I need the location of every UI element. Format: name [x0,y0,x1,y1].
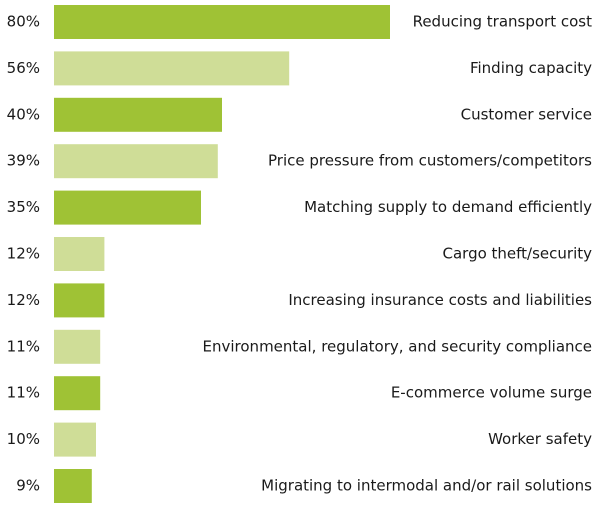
category-label-7: Increasing insurance costs and liabiliti… [288,291,592,309]
bar-4 [54,144,218,179]
bar-3 [54,97,222,132]
bar-5 [54,190,201,225]
value-label-4: 39% [7,152,40,170]
bar-10 [54,422,96,457]
category-label-11: Migrating to intermodal and/or rail solu… [261,477,592,495]
category-label-3: Customer service [461,105,592,123]
bar-2 [54,51,290,86]
category-label-2: Finding capacity [470,59,592,77]
bar-7 [54,283,105,318]
category-label-8: Environmental, regulatory, and security … [203,337,592,355]
category-label-9: E-commerce volume surge [391,384,592,402]
value-label-8: 11% [7,337,40,355]
category-label-1: Reducing transport cost [413,13,593,31]
value-label-7: 12% [7,291,40,309]
category-label-6: Cargo theft/security [443,245,593,263]
category-label-10: Worker safety [488,430,592,448]
bar-9 [54,376,101,411]
bar-11 [54,469,92,503]
bar-8 [54,329,101,364]
value-label-5: 35% [7,198,40,216]
value-label-3: 40% [7,105,40,123]
category-label-4: Price pressure from customers/competitor… [268,152,592,170]
bar-1 [54,5,390,39]
value-label-2: 56% [7,59,40,77]
value-label-1: 80% [7,13,40,31]
bar-6 [54,237,105,271]
value-label-10: 10% [7,430,40,448]
value-label-6: 12% [7,245,40,263]
category-label-5: Matching supply to demand efficiently [304,198,592,216]
value-label-11: 9% [16,477,40,495]
value-label-9: 11% [7,384,40,402]
